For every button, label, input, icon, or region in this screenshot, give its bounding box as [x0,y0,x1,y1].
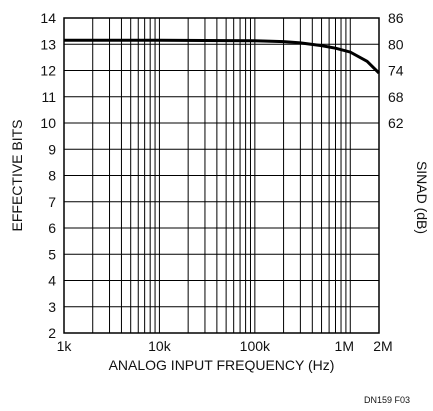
y2-tick-label: 86 [388,10,404,26]
y-tick-label: 7 [48,194,56,210]
x-axis-label: ANALOG INPUT FREQUENCY (Hz) [109,357,335,373]
y2-tick-label: 74 [388,63,404,79]
y-tick-label: 6 [48,220,56,236]
plot-frame [63,17,380,334]
y-tick-label: 4 [48,273,56,289]
figure-code: DN159 F03 [364,395,410,405]
x-axis-ticks: 1k 10k 100k 1M 2M [57,338,393,354]
y-axis-ticks: 2 3 4 5 6 7 8 9 10 11 12 13 14 [40,10,56,341]
y-tick-label: 11 [41,89,56,105]
x-tick-label: 1k [57,338,73,354]
y-axis-label: EFFECTIVE BITS [9,119,25,231]
y-tick-label: 2 [48,325,56,341]
series-line-effective-bits [64,38,381,75]
y-tick-label: 10 [40,115,56,131]
y2-tick-label: 62 [388,115,404,131]
y-tick-label: 14 [40,10,56,26]
x-tick-label: 2M [373,338,392,354]
y-tick-label: 12 [40,63,56,79]
y2-axis-label: SINAD (dB) [414,161,430,234]
y2-tick-label: 68 [388,89,404,105]
y-tick-label: 8 [48,168,56,184]
x-tick-label: 1M [335,338,354,354]
y-tick-label: 9 [48,141,56,157]
y2-axis-ticks: 62 68 74 80 86 [388,10,404,131]
x-tick-label: 100k [240,338,271,354]
y-tick-label: 5 [48,246,56,262]
y-tick-label: 13 [40,36,56,52]
x-tick-label: 10k [148,338,172,354]
y2-tick-label: 80 [388,36,404,52]
y-tick-label: 3 [48,299,56,315]
chart-grid [64,18,379,333]
